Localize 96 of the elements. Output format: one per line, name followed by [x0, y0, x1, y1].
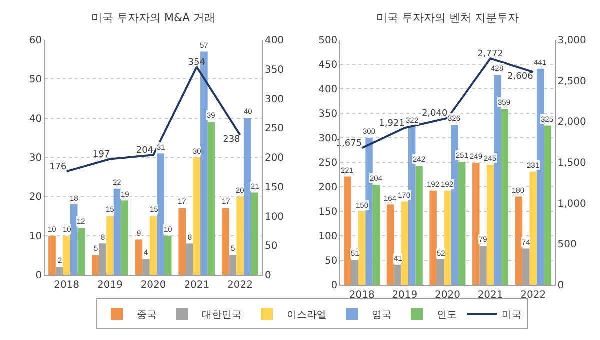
y2-tick-label: 50 — [264, 241, 278, 252]
bar — [472, 162, 480, 285]
x-tick-label: 2019 — [392, 290, 418, 301]
legend-label: 영국 — [372, 310, 392, 321]
data-label: 1,921 — [379, 118, 405, 129]
bar — [401, 202, 408, 285]
line-series — [66, 66, 242, 173]
bar — [157, 154, 164, 275]
data-label: 204 — [136, 146, 154, 156]
chart-title: 미국 투자자의 M&A 거래 — [91, 11, 216, 24]
y2-tick-label: 1,500 — [558, 158, 586, 169]
y2-tick-label: 500 — [558, 240, 577, 251]
x-tick-label: 2021 — [184, 280, 210, 291]
legend-label: 이스라엘 — [287, 310, 327, 321]
y-tick-label: 0 — [331, 280, 338, 292]
x-tick-label: 2022 — [520, 290, 546, 301]
x-tick-label: 2018 — [349, 290, 375, 301]
y2-tick-label: 2,000 — [558, 117, 586, 128]
bar — [222, 208, 230, 275]
y-tick-label: 50 — [29, 74, 42, 86]
data-label: 2,772 — [478, 49, 504, 60]
y-tick-label: 200 — [318, 182, 338, 194]
y2-tick-label: 300 — [264, 94, 284, 106]
bar — [444, 190, 452, 285]
legend-label: 미국 — [502, 310, 522, 321]
x-tick-label: 2022 — [228, 280, 254, 291]
bar — [193, 158, 201, 275]
bar — [70, 204, 78, 275]
y2-tick-label: 200 — [264, 153, 284, 164]
bar — [416, 166, 423, 285]
data-label: 2,040 — [422, 109, 448, 120]
y2-tick-label: 0 — [558, 280, 564, 292]
x-tick-label: 2021 — [478, 290, 504, 301]
y-tick-label: 250 — [318, 158, 338, 169]
y2-tick-label: 150 — [264, 182, 284, 194]
bar — [544, 126, 552, 285]
y-tick-label: 500 — [318, 36, 338, 46]
y-tick-label: 350 — [318, 109, 338, 120]
y-tick-label: 30 — [29, 153, 42, 164]
data-label: 238 — [223, 134, 241, 145]
bar — [244, 118, 252, 275]
legend-label: 대한민국 — [202, 310, 242, 321]
bar — [78, 228, 86, 275]
y2-tick-label: 0 — [264, 270, 272, 282]
bar — [63, 236, 70, 275]
y-tick-label: 450 — [318, 60, 338, 71]
bar — [501, 109, 509, 285]
y2-tick-label: 2,500 — [558, 76, 586, 88]
bar — [458, 162, 466, 285]
x-tick-label: 2018 — [54, 280, 80, 291]
chart-title: 미국 투자자의 벤처 지분투자 — [376, 11, 519, 24]
bar — [114, 188, 122, 275]
y2-tick-label: 1,000 — [558, 198, 586, 210]
bar — [251, 192, 258, 275]
bar — [164, 236, 172, 275]
bar — [48, 236, 56, 275]
bar — [372, 185, 380, 285]
y2-tick-label: 350 — [264, 64, 284, 76]
x-tick-label: 2019 — [97, 280, 123, 291]
y2-tick-label: 100 — [264, 212, 284, 223]
bar — [386, 204, 394, 285]
legend-label: 중국 — [137, 310, 157, 321]
y-tick-label: 150 — [318, 207, 338, 218]
y-tick-label: 60 — [29, 36, 42, 46]
line-series — [361, 58, 534, 150]
bar — [236, 196, 244, 275]
data-label: 176 — [50, 162, 68, 172]
y-tick-label: 100 — [318, 232, 338, 242]
data-label: 2,606 — [508, 72, 534, 82]
bar — [92, 255, 100, 275]
bar — [344, 176, 352, 285]
bar — [150, 216, 158, 275]
bar — [121, 200, 128, 275]
bar — [486, 164, 494, 285]
y-tick-label: 10 — [29, 231, 42, 242]
y2-tick-label: 400 — [264, 36, 284, 46]
legend-label: 인도 — [437, 310, 457, 321]
bar — [358, 212, 366, 285]
bar — [135, 240, 143, 275]
bar — [208, 122, 216, 275]
y-tick-label: 50 — [324, 256, 338, 267]
y-tick-label: 20 — [29, 192, 42, 204]
x-tick-label: 2020 — [434, 290, 460, 301]
y-tick-label: 40 — [29, 114, 42, 125]
bar — [178, 208, 186, 275]
bar — [515, 196, 523, 285]
y-tick-label: 0 — [36, 270, 42, 282]
y2-tick-label: 250 — [264, 124, 284, 135]
y-tick-label: 400 — [318, 84, 338, 96]
y-tick-label: 300 — [318, 134, 338, 144]
bar — [530, 172, 537, 285]
data-label: 197 — [92, 150, 110, 160]
x-tick-label: 2020 — [140, 280, 166, 291]
bar — [106, 216, 114, 275]
bar — [430, 190, 437, 285]
y2-tick-label: 3,000 — [558, 36, 586, 46]
